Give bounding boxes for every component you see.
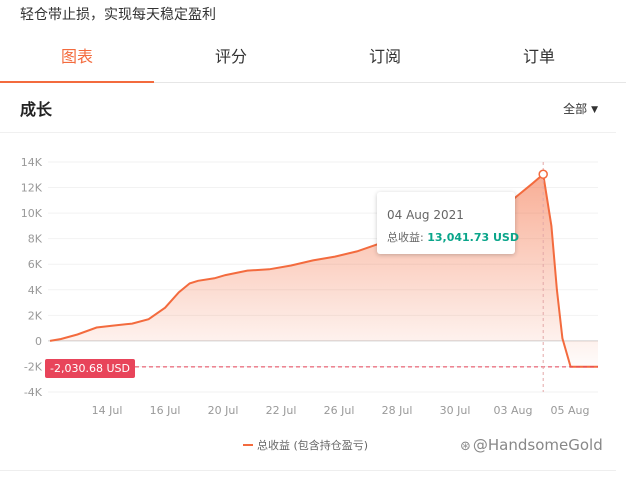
y-tick-label: 14K [21,156,43,169]
x-tick-label: 14 Jul [92,404,123,417]
y-tick-label: 6K [28,258,43,271]
range-filter-dropdown[interactable]: 全部 ▼ [563,100,598,117]
y-tick-label: 4K [28,284,43,297]
highlight-point [538,169,548,179]
y-tick-label: -2K [24,360,43,373]
tooltip-value: 13,041.73 USD [427,231,519,244]
legend-line-icon [243,444,253,446]
x-tick-label: 26 Jul [324,404,355,417]
legend-label: 总收益 (包含持仓盈亏) [257,439,369,452]
x-tick-label: 28 Jul [382,404,413,417]
x-tick-label: 16 Jul [150,404,181,417]
x-tick-label: 22 Jul [266,404,297,417]
wechat-icon: ⊛ [460,439,471,454]
y-tick-label: 2K [28,309,43,322]
divider [0,470,616,471]
series-line [49,172,598,368]
section-title: 成长 [20,100,53,119]
tab-bar: 图表 评分 订阅 订单 [0,34,626,83]
y-tick-label: -4K [24,386,43,399]
caret-down-icon: ▼ [591,105,598,115]
tooltip-row: 总收益: 13,041.73 USD [387,229,519,245]
y-tick-label: 10K [21,207,43,220]
tooltip-date: 04 Aug 2021 [387,208,464,222]
chart-tooltip: 04 Aug 2021 总收益: 13,041.73 USD [377,192,519,254]
watermark: ⊛ @HandsomeGold [460,436,603,454]
tab-rating[interactable]: 评分 [214,47,247,66]
min-value-badge: -2,030.68 USD [45,359,135,378]
tab-subscribe[interactable]: 订阅 [368,47,401,66]
y-tick-label: 0 [35,335,42,348]
watermark-text: @HandsomeGold [472,436,603,454]
x-tick-label: 05 Aug [551,404,590,417]
strategy-tagline: 轻仓带止损，实现每天稳定盈利 [20,7,216,23]
series-area [50,174,598,367]
y-tick-label: 8K [28,233,43,246]
x-tick-label: 20 Jul [208,404,239,417]
x-tick-label: 30 Jul [440,404,471,417]
range-filter-label: 全部 [563,102,588,116]
active-tab-indicator [0,81,154,83]
tooltip-label: 总收益: [387,231,424,244]
section-header: 成长 全部 ▼ [0,84,616,133]
y-tick-label: 12K [21,182,43,195]
growth-chart[interactable]: 14K 12K 10K 8K 6K 4K 2K 0 -2K -4K 14 Jul 16 Jul 20 J… [0,140,616,430]
tab-chart[interactable]: 图表 [60,47,93,66]
tab-orders[interactable]: 订单 [522,47,555,66]
x-tick-label: 03 Aug [494,404,533,417]
chart-legend[interactable]: 总收益 (包含持仓盈亏) [243,437,368,453]
